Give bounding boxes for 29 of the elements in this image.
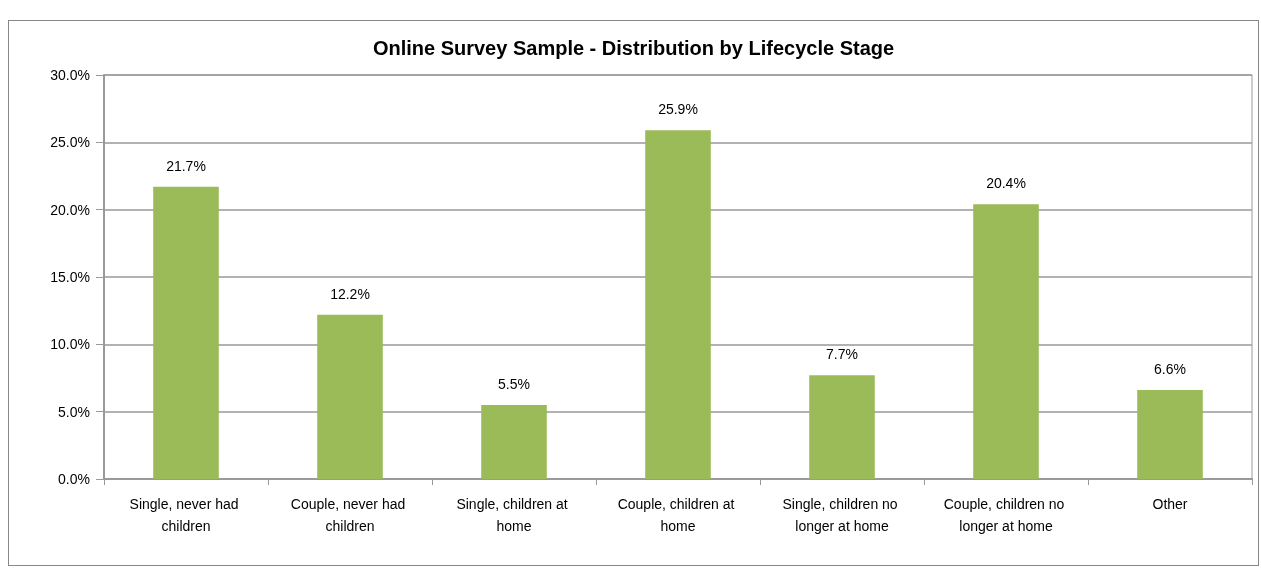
y-tick-label: 0.0% — [58, 471, 90, 487]
bar — [317, 314, 383, 479]
bar — [809, 375, 875, 479]
bar — [973, 204, 1039, 479]
data-label: 25.9% — [658, 101, 698, 118]
y-tick-label: 5.0% — [58, 403, 90, 420]
data-label: 21.7% — [166, 157, 206, 174]
bar — [481, 404, 547, 479]
chart-title: Online Survey Sample - Distribution by Lifecycle Stage — [372, 37, 895, 59]
data-label: 6.6% — [1154, 361, 1186, 378]
bar — [1137, 390, 1203, 479]
x-tick-label: Couple, children at home — [617, 496, 739, 534]
x-tick-label: Single, children at home — [456, 496, 572, 534]
data-label: 20.4% — [986, 175, 1026, 192]
x-tick-label: Single, never had children — [129, 496, 243, 534]
data-label: 5.5% — [498, 375, 530, 392]
y-tick-label: 30.0% — [50, 67, 90, 83]
x-tick-label: Single, children no longer at home — [782, 496, 902, 534]
y-tick-label: 25.0% — [50, 134, 90, 151]
x-tick-label: Other — [1152, 496, 1188, 512]
data-label: 7.7% — [826, 346, 858, 363]
y-tick-label: 15.0% — [50, 269, 90, 285]
data-label: 12.2% — [330, 285, 370, 302]
y-tick-label: 20.0% — [50, 201, 90, 218]
bar — [645, 130, 711, 479]
x-tick-label: Couple, children no longer at home — [943, 496, 1069, 534]
bar — [153, 186, 219, 479]
y-tick-label: 10.0% — [50, 336, 90, 353]
x-tick-label: Couple, never had children — [290, 496, 410, 534]
